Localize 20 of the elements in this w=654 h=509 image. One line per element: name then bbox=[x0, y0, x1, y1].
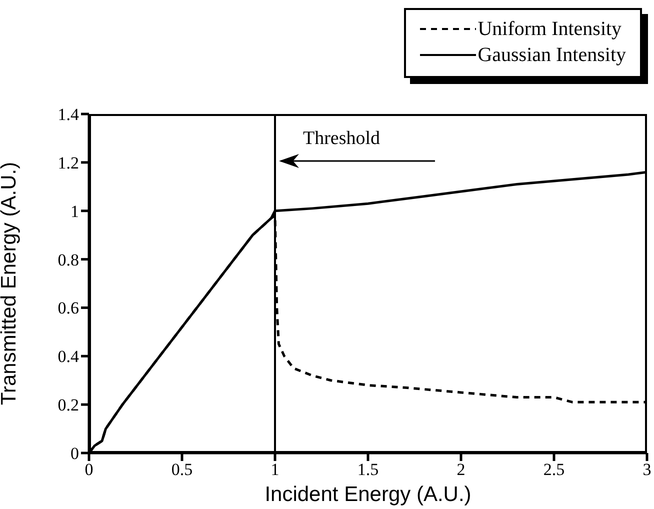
y-tick-label: 0.8 bbox=[58, 250, 79, 270]
x-tick-label: 0 bbox=[84, 460, 94, 480]
legend-label: Gaussian Intensity bbox=[478, 43, 626, 68]
x-tick-label: 2 bbox=[456, 460, 466, 480]
x-tick-label: 1.5 bbox=[357, 460, 379, 480]
x-tick-label: 2.5 bbox=[543, 460, 565, 480]
y-tick-label: 0.4 bbox=[58, 347, 80, 366]
x-tick-label: 3 bbox=[642, 460, 652, 480]
legend-label: Uniform Intensity bbox=[478, 17, 622, 42]
y-tick-label: 1.2 bbox=[58, 153, 79, 172]
y-tick-label: 0.2 bbox=[58, 396, 79, 415]
ref-line-label: Threshold bbox=[303, 128, 381, 149]
y-tick-label: 0.6 bbox=[58, 298, 79, 318]
x-tick-label: 0.5 bbox=[171, 460, 193, 480]
y-tick-label: 1 bbox=[70, 202, 79, 221]
y-tick-label: 0 bbox=[70, 444, 79, 464]
y-tick-label: 1.4 bbox=[58, 105, 80, 124]
x-tick-label: 1 bbox=[270, 460, 280, 480]
x-axis-title: Incident Energy (A.U.) bbox=[264, 483, 472, 506]
y-axis-title: Transmitted Energy (A.U.) bbox=[0, 162, 20, 406]
